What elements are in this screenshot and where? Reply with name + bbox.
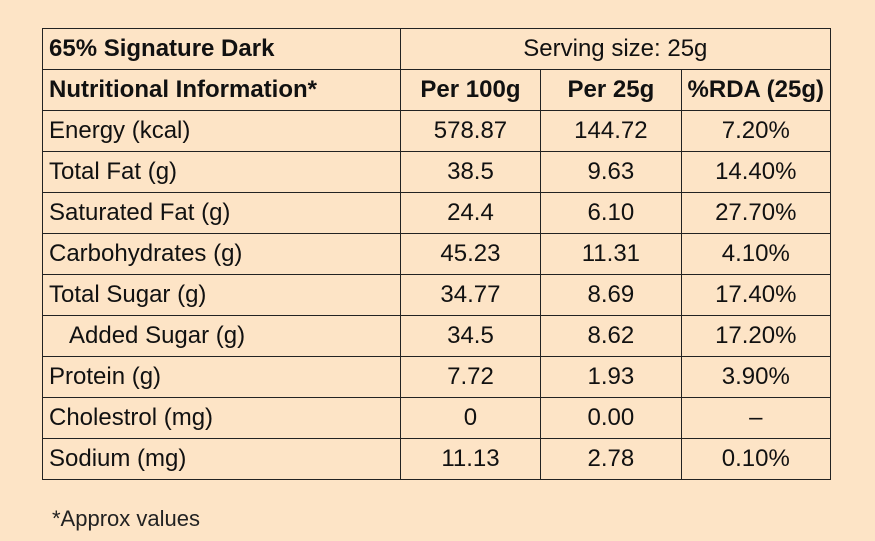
nutrient-value: 45.23 (399, 233, 542, 275)
nutrient-value: 17.40% (680, 274, 832, 316)
title-row: 65% Signature Dark Serving size: 25g (42, 28, 832, 70)
nutrient-row: Protein (g) 7.72 1.93 3.90% (42, 356, 832, 398)
nutrient-value: 8.69 (540, 274, 682, 316)
nutrient-row: Sodium (mg) 11.13 2.78 0.10% (42, 438, 832, 480)
footnote: *Approx values (52, 506, 200, 531)
nutrient-value: 11.31 (540, 233, 682, 275)
nutrient-label: Energy (kcal) (42, 110, 401, 152)
nutrient-row: Cholestrol (mg) 0 0.00– (42, 397, 832, 439)
nutrient-label: Saturated Fat (g) (42, 192, 401, 234)
nutrient-value: 1.93 (540, 356, 682, 398)
header-row: Nutritional Information* Per 100g Per 25g%… (42, 69, 832, 111)
nutrient-value: 11.13 (399, 438, 542, 480)
nutrient-label: Cholestrol (mg) (42, 397, 401, 439)
nutrient-value: 24.4 (399, 192, 542, 234)
nutrient-value: 34.77 (399, 274, 542, 316)
serving-size: Serving size: 25g (399, 28, 832, 70)
nutrient-value: 4.10% (680, 233, 832, 275)
nutrient-value: 9.63 (540, 151, 682, 193)
nutrient-value: 6.10 (540, 192, 682, 234)
nutrient-value: 578.87 (399, 110, 542, 152)
nutrient-value: 8.62 (540, 315, 682, 357)
nutrient-row: Carbohydrates (g) 45.23 11.31 4.10% (42, 233, 832, 275)
nutrient-label: Total Fat (g) (42, 151, 401, 193)
nutrient-row: Energy (kcal) 578.87 144.72 7.20% (42, 110, 832, 152)
nutrient-value: 7.20% (680, 110, 832, 152)
nutrient-value: 0.10% (680, 438, 832, 480)
nutrient-value: 17.20% (680, 315, 832, 357)
nutrient-value: – (680, 397, 832, 439)
nutrient-label: Added Sugar (g) (42, 315, 401, 357)
nutrient-label: Sodium (mg) (42, 438, 401, 480)
nutrient-label: Total Sugar (g) (42, 274, 401, 316)
nutrient-row: Saturated Fat (g) 24.4 6.10 27.70% (42, 192, 832, 234)
nutrient-value: 7.72 (399, 356, 542, 398)
nutrient-value: 144.72 (540, 110, 682, 152)
nutrient-value: 14.40% (680, 151, 832, 193)
nutrient-value: 34.5 (399, 315, 542, 357)
nutrient-row: Total Sugar (g) 34.77 8.69 17.40% (42, 274, 832, 316)
nutrition-table: 65% Signature Dark Serving size: 25g Nut… (42, 28, 832, 480)
nutrient-value: 0 (399, 397, 542, 439)
nutrient-label: Carbohydrates (g) (42, 233, 401, 275)
column-header: Nutritional Information* (42, 69, 401, 111)
nutrient-label: Protein (g) (42, 356, 401, 398)
column-header: Per 100g (399, 69, 542, 111)
nutrient-value: 38.5 (399, 151, 542, 193)
product-title: 65% Signature Dark (42, 28, 401, 70)
column-header: Per 25g (540, 69, 682, 111)
nutrient-value: 2.78 (540, 438, 682, 480)
nutrient-value: 3.90% (680, 356, 832, 398)
column-header: %RDA (25g) (680, 69, 832, 111)
nutrient-row: Added Sugar (g) 34.5 8.62 17.20% (42, 315, 832, 357)
nutrient-value: 27.70% (680, 192, 832, 234)
nutrient-row: Total Fat (g) 38.5 9.63 14.40% (42, 151, 832, 193)
nutrient-value: 0.00 (540, 397, 682, 439)
